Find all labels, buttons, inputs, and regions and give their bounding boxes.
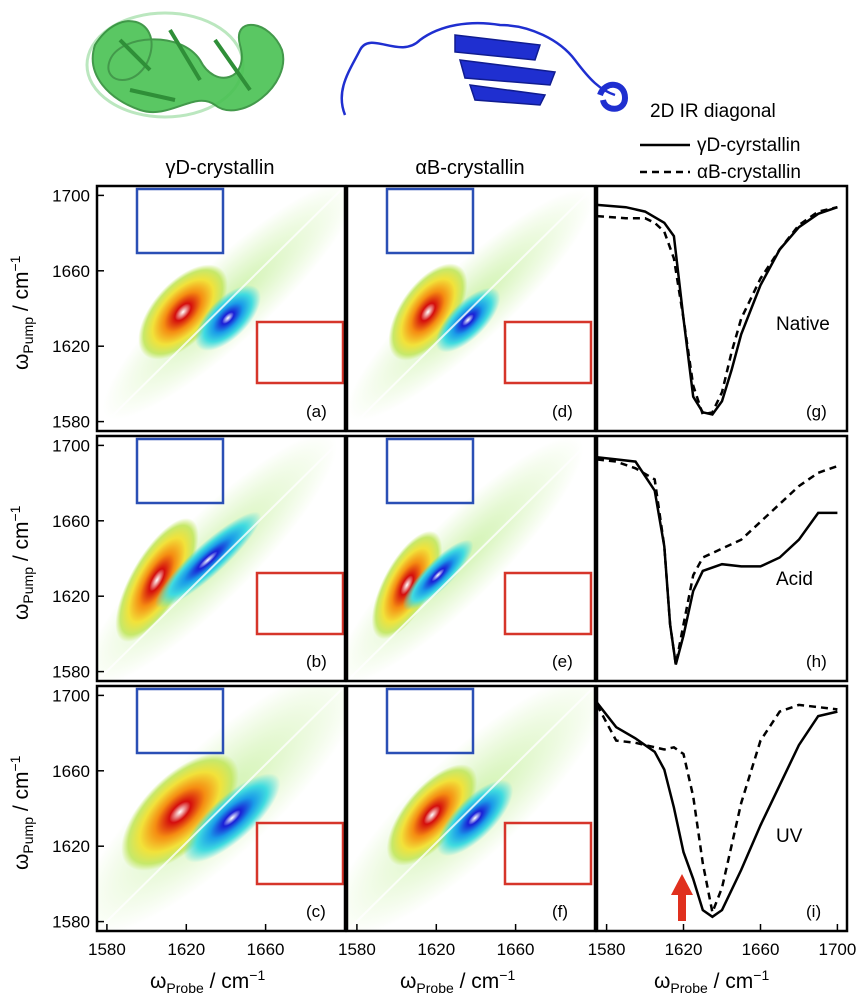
y-tick-label-row3: 1580	[52, 913, 90, 932]
panel-a: (a)	[95, 184, 347, 433]
y-tick-label-row1: 1700	[52, 186, 90, 205]
x-tick-label-col2: 1620	[417, 940, 455, 959]
condition-label-native: Native	[776, 314, 830, 335]
uv-shoulder-arrow	[671, 874, 693, 921]
y-axis-title-row-3: ωPump / cm−1	[7, 755, 36, 870]
legend-dashed-label: αB-crystallin	[697, 162, 801, 183]
svg-text:ωProbe / cm−1: ωProbe / cm−1	[400, 967, 515, 996]
panel-d: (d)	[345, 184, 597, 433]
legend-title: 2D IR diagonal	[650, 101, 776, 122]
panel-label-g: (g)	[806, 402, 827, 421]
slice-line-i-dashed	[595, 703, 838, 917]
panel-label-e: (e)	[552, 652, 573, 671]
slice-line-h-solid	[596, 455, 838, 665]
x-tick-label-col1: 1620	[167, 940, 205, 959]
panel-f: (f)	[345, 684, 597, 933]
y-tick-label-row3: 1620	[52, 837, 90, 856]
y-tick-label-row3: 1660	[52, 762, 90, 781]
y-axis-title-row-1: ωPump / cm−1	[7, 255, 36, 370]
x-tick-label-col3: 1700	[818, 940, 856, 959]
svg-text:ωPump / cm−1: ωPump / cm−1	[7, 755, 36, 870]
svg-text:ωProbe / cm−1: ωProbe / cm−1	[654, 967, 769, 996]
svg-text:ωPump / cm−1: ωPump / cm−1	[7, 505, 36, 620]
y-tick-label-row2: 1700	[52, 436, 90, 455]
y-tick-label-row1: 1660	[52, 262, 90, 281]
panel-b: (b)	[95, 434, 347, 683]
panel-i-frame	[595, 684, 849, 933]
x-axis-title-col-2: ωProbe / cm−1	[400, 967, 515, 996]
svg-text:ωProbe / cm−1: ωProbe / cm−1	[150, 967, 265, 996]
slice-line-i-solid	[596, 701, 838, 919]
x-tick-label-col3: 1660	[742, 940, 780, 959]
y-tick-label-row3: 1700	[52, 686, 90, 705]
x-axis-title-col-1: ωProbe / cm−1	[150, 967, 265, 996]
slice-line-h-dashed	[596, 458, 838, 665]
legend: 2D IR diagonal γD-cyrstallin αB-crystall…	[640, 101, 801, 183]
column-title-gamma: γD-crystallin	[166, 157, 275, 179]
column-title-alpha: αB-crystallin	[415, 157, 524, 179]
panel-label-f: (f)	[552, 902, 568, 921]
x-tick-label-col3: 1620	[665, 940, 703, 959]
panel-label-d: (d)	[552, 402, 573, 421]
panel-label-h: (h)	[806, 652, 827, 671]
panel-e: (e)	[345, 434, 597, 683]
slice-line-g-dashed	[596, 205, 838, 416]
svg-text:ωPump / cm−1: ωPump / cm−1	[7, 255, 36, 370]
legend-solid-label: γD-cyrstallin	[697, 135, 800, 156]
y-tick-label-row2: 1660	[52, 512, 90, 531]
panel-h-frame	[595, 434, 849, 683]
gamma-crystallin-structure-image	[85, 11, 285, 119]
panel-label-c: (c)	[306, 902, 326, 921]
panel-label-i: (i)	[806, 902, 821, 921]
diagonal-slice-lines	[595, 203, 838, 919]
y-axis-title-row-2: ωPump / cm−1	[7, 505, 36, 620]
x-tick-label-col2: 1660	[497, 940, 535, 959]
condition-label-acid: Acid	[776, 569, 813, 590]
x-tick-label-col1: 1660	[247, 940, 285, 959]
x-tick-label-col1: 1580	[88, 940, 126, 959]
axes: 1700 1660 1620 1580 1700 1660 1620 1580 1700 1660…	[52, 186, 856, 959]
y-tick-label-row2: 1580	[52, 663, 90, 682]
panel-c: (c)	[95, 684, 347, 933]
x-axis-title-col-3: ωProbe / cm−1	[654, 967, 769, 996]
y-tick-label-row1: 1620	[52, 337, 90, 356]
y-tick-label-row2: 1620	[52, 587, 90, 606]
y-tick-label-row1: 1580	[52, 413, 90, 432]
condition-label-uv: UV	[776, 826, 803, 847]
alpha-crystallin-structure-image	[340, 21, 629, 116]
panel-label-a: (a)	[306, 402, 327, 421]
x-tick-label-col3: 1580	[588, 940, 626, 959]
panel-label-b: (b)	[306, 652, 327, 671]
x-tick-label-col2: 1580	[338, 940, 376, 959]
